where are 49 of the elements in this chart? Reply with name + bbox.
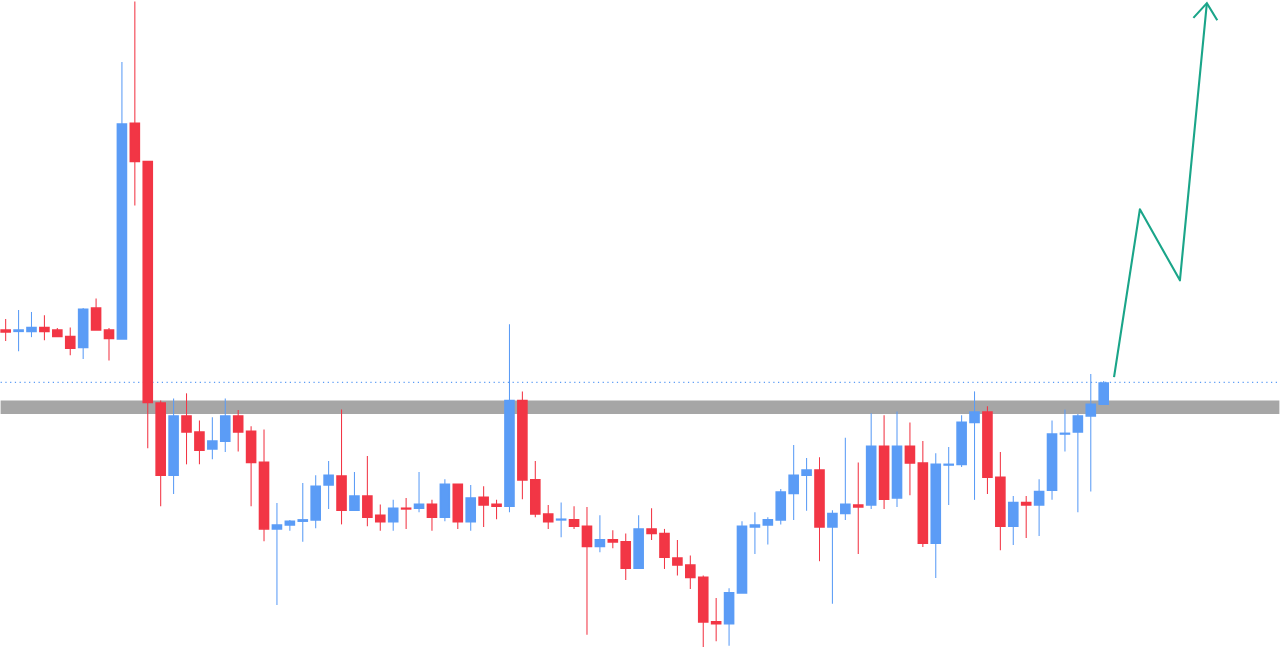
candlestick xyxy=(181,392,192,466)
candlestick xyxy=(749,511,761,555)
candlestick xyxy=(271,502,283,606)
candlestick xyxy=(1072,413,1084,513)
candlestick xyxy=(827,509,838,605)
candlestick xyxy=(323,460,334,510)
candlestick xyxy=(1059,409,1071,453)
candlestick xyxy=(297,482,309,543)
candlestick xyxy=(465,484,477,532)
candlestick xyxy=(207,416,218,460)
candlestick xyxy=(39,314,50,342)
candlestick xyxy=(581,506,593,636)
candlestick xyxy=(672,539,683,577)
candlestick xyxy=(426,499,438,532)
candlestick xyxy=(659,528,670,570)
candlestick xyxy=(685,555,696,590)
candlestick xyxy=(1033,478,1045,537)
candlestick xyxy=(555,502,567,539)
candlestick xyxy=(904,422,916,497)
candlestick xyxy=(13,309,24,353)
candlestick xyxy=(607,529,619,550)
candlestick xyxy=(840,437,851,521)
candlestick xyxy=(801,457,812,512)
candlestick xyxy=(90,298,102,332)
candlestick xyxy=(568,505,580,530)
candlestick xyxy=(646,507,657,541)
candlestick xyxy=(710,597,722,642)
candlestick xyxy=(542,504,554,530)
candlestick xyxy=(594,515,606,553)
candlestick xyxy=(0,318,11,342)
candlestick xyxy=(478,485,489,528)
candlestick xyxy=(194,420,205,466)
candlestick xyxy=(374,504,386,532)
candlestick xyxy=(103,327,115,362)
candlestick xyxy=(362,455,373,528)
candlestick xyxy=(969,391,980,501)
candlestick xyxy=(788,444,799,521)
candlestick xyxy=(349,471,360,512)
candlestick xyxy=(26,311,37,338)
candlestick xyxy=(762,516,774,546)
candlestick xyxy=(387,499,399,532)
candlestick xyxy=(232,409,244,453)
candlestick xyxy=(943,446,954,506)
candlestick xyxy=(64,327,76,356)
candlestick xyxy=(400,497,412,530)
candlestick xyxy=(1020,495,1032,539)
candlestick xyxy=(491,499,502,520)
candlestick xyxy=(852,462,864,555)
candlestick xyxy=(1007,495,1019,546)
